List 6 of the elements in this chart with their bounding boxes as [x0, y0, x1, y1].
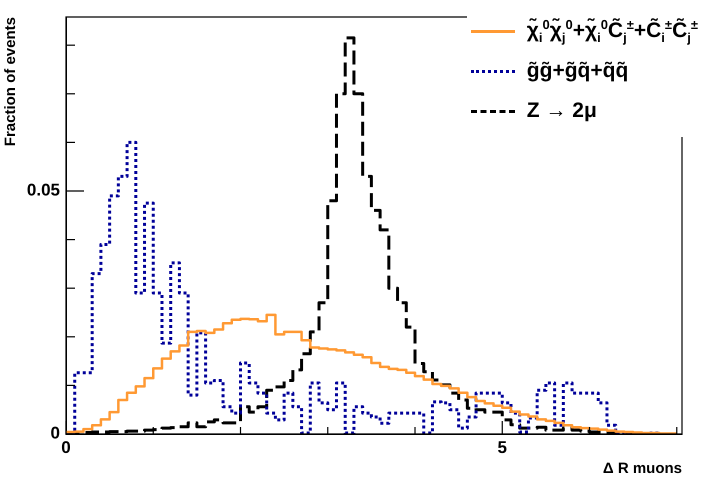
y-axis-title: Fraction of events	[2, 17, 20, 146]
x-axis-title: Δ R muons	[602, 460, 682, 478]
y-tick-label: 0.05	[26, 180, 60, 200]
legend-label: g̃g̃+g̃q̃+q̃q̃	[526, 59, 628, 83]
x-tick-label: 5	[498, 438, 507, 457]
legend-label: Z → 2μ	[526, 99, 597, 123]
